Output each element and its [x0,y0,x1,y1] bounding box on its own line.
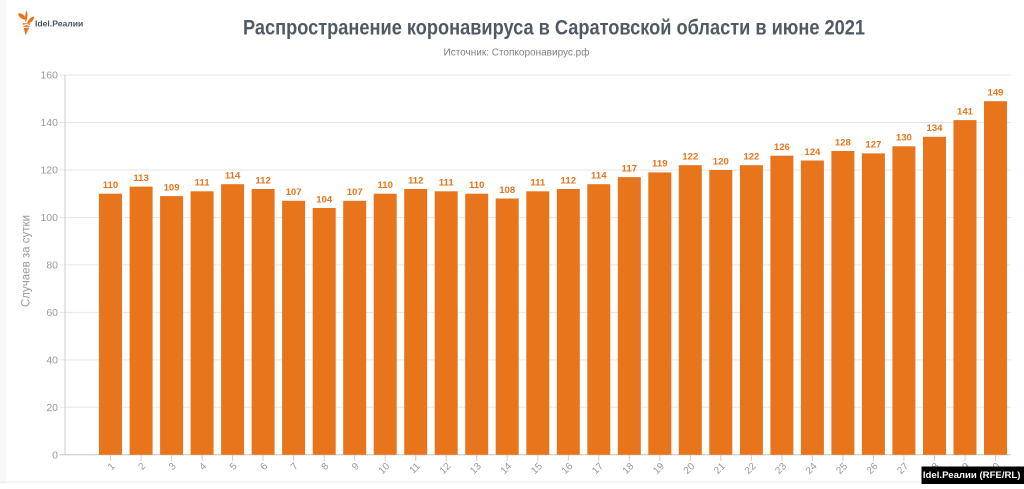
svg-text:110: 110 [103,180,118,191]
svg-text:114: 114 [591,171,607,182]
svg-text:119: 119 [652,159,667,170]
svg-text:60: 60 [46,307,58,319]
svg-text:Idel.Реалии (RFE/RL): Idel.Реалии (RFE/RL) [923,470,1021,481]
svg-text:Распространение коронавируса в: Распространение коронавируса в Саратовск… [243,17,865,40]
svg-text:141: 141 [957,106,974,117]
svg-text:111: 111 [530,178,546,189]
svg-text:108: 108 [499,185,516,196]
svg-text:100: 100 [40,212,58,224]
svg-text:Idel.Реалии: Idel.Реалии [35,19,83,29]
svg-text:110: 110 [377,180,392,191]
svg-text:112: 112 [255,175,270,186]
svg-text:149: 149 [987,88,1003,99]
svg-text:107: 107 [347,187,363,198]
svg-text:114: 114 [225,171,241,182]
svg-text:120: 120 [713,156,729,167]
svg-text:140: 140 [40,117,58,129]
svg-text:111: 111 [439,178,455,189]
svg-text:127: 127 [865,140,881,151]
svg-text:104: 104 [316,194,333,205]
svg-text:80: 80 [46,260,58,272]
svg-text:112: 112 [408,175,423,186]
svg-text:Источник: Стопкоронавирус.рф: Источник: Стопкоронавирус.рф [444,47,590,59]
svg-text:160: 160 [40,70,58,82]
svg-text:117: 117 [622,163,637,174]
svg-text:0: 0 [52,449,58,461]
svg-text:124: 124 [804,147,821,158]
svg-text:130: 130 [896,133,912,144]
svg-text:113: 113 [133,173,148,184]
svg-text:128: 128 [835,137,852,148]
svg-text:110: 110 [469,180,484,191]
svg-text:107: 107 [286,187,302,198]
svg-text:109: 109 [164,182,180,193]
svg-text:126: 126 [774,142,790,153]
svg-text:111: 111 [195,178,211,189]
svg-text:120: 120 [40,165,58,177]
svg-text:Случаев за сутки: Случаев за сутки [18,215,32,307]
svg-text:40: 40 [46,355,58,367]
svg-text:122: 122 [682,152,698,163]
svg-text:20: 20 [46,402,58,414]
svg-text:112: 112 [561,175,576,186]
svg-text:122: 122 [743,152,759,163]
svg-text:134: 134 [926,123,943,134]
